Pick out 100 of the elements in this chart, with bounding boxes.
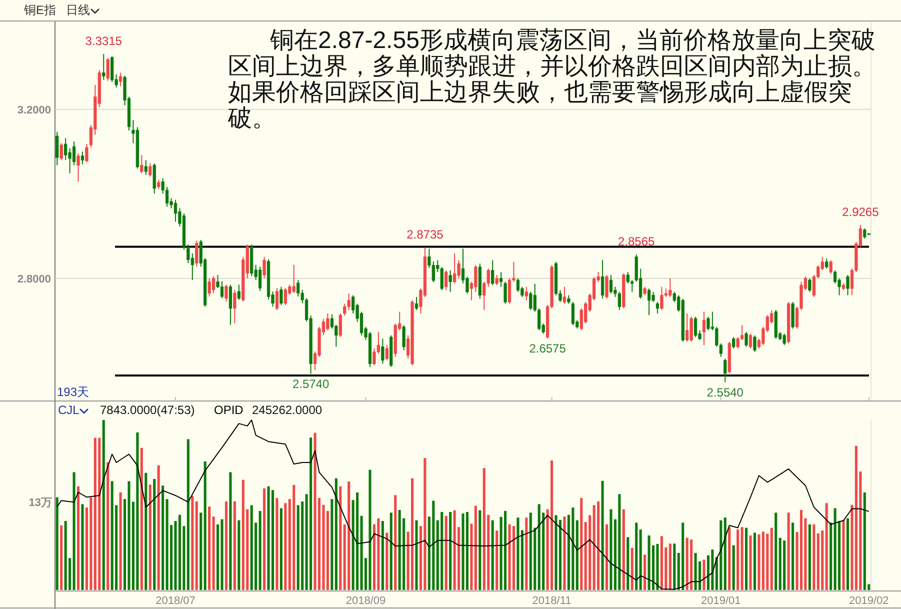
candlestick bbox=[233, 289, 236, 324]
bar bbox=[778, 538, 782, 590]
candlestick bbox=[414, 296, 418, 311]
bar bbox=[525, 518, 528, 590]
bar bbox=[263, 488, 266, 590]
bar bbox=[258, 510, 262, 590]
text: 245262.0000 bbox=[252, 403, 322, 417]
text: 2.9265 bbox=[842, 204, 879, 219]
bar bbox=[462, 514, 464, 590]
candlestick bbox=[381, 338, 384, 364]
bar bbox=[597, 501, 600, 590]
candlestick bbox=[228, 284, 232, 326]
bar bbox=[766, 534, 769, 590]
candlestick bbox=[275, 288, 279, 311]
bar bbox=[508, 524, 511, 590]
bar bbox=[474, 506, 477, 590]
candlestick bbox=[140, 154, 144, 174]
bar bbox=[618, 494, 621, 590]
text: 2.8735 bbox=[406, 227, 444, 242]
bar bbox=[656, 544, 659, 590]
candlestick bbox=[753, 334, 756, 352]
bar bbox=[592, 505, 596, 590]
bar bbox=[610, 509, 612, 590]
bar bbox=[491, 520, 494, 590]
bar bbox=[106, 462, 110, 590]
bar bbox=[453, 510, 456, 590]
bar bbox=[728, 527, 731, 590]
bar bbox=[339, 486, 342, 590]
bar bbox=[783, 540, 786, 590]
bar bbox=[200, 512, 202, 590]
candlestick bbox=[825, 258, 828, 270]
candlestick bbox=[76, 152, 80, 182]
bar bbox=[630, 548, 634, 590]
candlestick bbox=[372, 348, 376, 366]
bar bbox=[220, 519, 224, 590]
bar bbox=[673, 544, 676, 590]
x-tick-label: 2018/11 bbox=[532, 595, 572, 607]
bar bbox=[660, 536, 663, 590]
bar bbox=[690, 540, 693, 590]
candlestick bbox=[338, 312, 342, 338]
bar bbox=[863, 492, 866, 590]
candlestick bbox=[618, 291, 621, 311]
candlestick bbox=[499, 272, 503, 288]
bar bbox=[787, 512, 790, 590]
candlestick bbox=[224, 284, 228, 302]
candlestick bbox=[280, 286, 283, 306]
bar bbox=[276, 498, 278, 590]
candlestick bbox=[64, 138, 68, 161]
text: CJL bbox=[58, 403, 80, 417]
bar bbox=[271, 490, 274, 590]
candlestick bbox=[292, 264, 296, 294]
bar bbox=[812, 524, 816, 590]
candlestick bbox=[106, 57, 110, 82]
annotation: 193天 bbox=[57, 385, 90, 399]
candlestick bbox=[562, 286, 566, 304]
bar bbox=[449, 512, 452, 590]
candlestick bbox=[791, 302, 794, 330]
bar bbox=[554, 515, 558, 590]
bar bbox=[854, 446, 858, 590]
candlestick bbox=[152, 162, 156, 194]
bar bbox=[762, 532, 764, 590]
bar bbox=[694, 552, 697, 590]
candlestick bbox=[474, 264, 478, 292]
bar bbox=[314, 432, 316, 590]
bar bbox=[76, 486, 80, 590]
bar bbox=[102, 420, 105, 590]
bar bbox=[834, 508, 836, 590]
bar bbox=[648, 535, 650, 590]
candlestick bbox=[508, 278, 512, 304]
candlestick bbox=[262, 256, 266, 279]
bar bbox=[520, 530, 524, 590]
candlestick bbox=[68, 148, 72, 174]
bar bbox=[204, 461, 206, 590]
candlestick bbox=[195, 240, 198, 268]
bar bbox=[808, 524, 811, 590]
bar bbox=[639, 529, 642, 590]
candlestick bbox=[706, 316, 710, 331]
bar bbox=[178, 514, 181, 590]
candlestick bbox=[580, 308, 583, 331]
bar bbox=[732, 545, 735, 590]
candlestick bbox=[732, 336, 736, 349]
bar bbox=[432, 500, 435, 590]
bar bbox=[81, 504, 84, 590]
bar bbox=[166, 499, 168, 590]
bar bbox=[644, 554, 646, 590]
bar bbox=[753, 532, 756, 590]
candlestick bbox=[80, 151, 84, 165]
bar bbox=[529, 512, 532, 590]
text: 2.8565 bbox=[618, 234, 655, 248]
text: 2.6575 bbox=[529, 342, 566, 356]
bar bbox=[128, 481, 130, 590]
bar bbox=[208, 506, 211, 590]
bar bbox=[736, 529, 740, 590]
bar bbox=[702, 560, 706, 590]
bar bbox=[758, 534, 760, 590]
candlestick bbox=[102, 53, 106, 80]
bar bbox=[94, 438, 96, 590]
candlestick bbox=[258, 266, 262, 292]
bar bbox=[830, 522, 832, 590]
bar bbox=[516, 518, 520, 590]
